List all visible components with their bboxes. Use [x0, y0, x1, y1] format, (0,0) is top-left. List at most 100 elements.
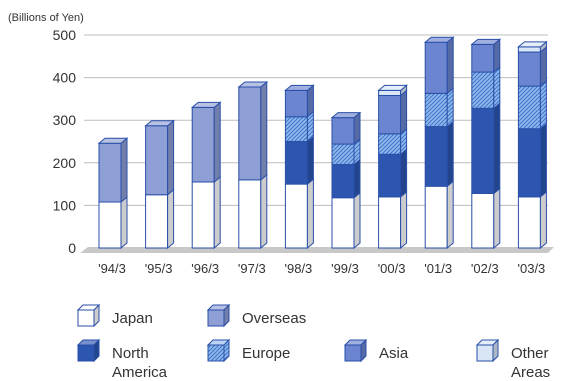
bar-stack — [97, 137, 129, 250]
legend-item-na: North America — [76, 338, 168, 381]
bar-top — [377, 84, 408, 91]
bar-side-europe — [446, 87, 454, 128]
x-tick-label: '01/3 — [424, 261, 452, 276]
unit-label: (Billions of Yen) — [8, 12, 84, 24]
bar-segment-other — [378, 89, 402, 96]
bar-side-na — [446, 120, 454, 188]
bar-segment-japan — [98, 201, 122, 249]
y-tick-label: 100 — [53, 197, 77, 213]
legend-label: North — [112, 345, 149, 362]
legend-item-asia: Asia — [343, 338, 409, 363]
bar-segment-japan — [471, 192, 495, 249]
bar-side-overseas — [120, 137, 128, 204]
y-tick-label: 200 — [53, 155, 77, 171]
bar-segment-japan — [331, 197, 355, 249]
bar-segment-overseas — [191, 106, 215, 183]
bar-segment-overseas — [145, 125, 169, 196]
bar-stack — [330, 111, 362, 250]
bar-side-na — [400, 148, 408, 198]
bar-segment-europe — [517, 85, 541, 130]
bar-segment-japan — [517, 196, 541, 249]
bar-stack — [470, 38, 502, 250]
y-tick-label: 400 — [53, 70, 77, 86]
x-tick-label: '02/3 — [471, 261, 499, 276]
bar-side-japan — [213, 175, 221, 250]
bar-segment-europe — [331, 143, 355, 166]
bars — [97, 36, 548, 250]
bar-segment-na — [331, 164, 355, 199]
bar-segment-europe — [424, 92, 448, 128]
bar-segment-japan — [424, 185, 448, 249]
legend-item-japan: Japan — [76, 303, 153, 328]
y-tick-label: 500 — [53, 27, 77, 43]
legend-swatch-other — [475, 338, 500, 363]
bar-side-japan — [260, 173, 268, 250]
bar-segment-na — [471, 107, 495, 194]
y-axis: 0 100 200 300 400 500 — [53, 27, 77, 256]
bar-segment-na — [284, 141, 308, 185]
bar-side-japan — [167, 188, 175, 250]
bar-segment-asia — [284, 89, 308, 118]
legend-swatch-japan — [76, 303, 101, 328]
x-tick-label: '96/3 — [191, 261, 219, 276]
bar-stack — [144, 119, 175, 250]
legend-item-europe: Europe — [206, 338, 290, 363]
y-tick-label: 300 — [53, 112, 77, 128]
bar-side-europe — [539, 80, 547, 130]
bar-segment-asia — [331, 117, 355, 145]
legend-label: Other — [511, 345, 549, 362]
bar-top — [144, 120, 175, 127]
legend-swatch-na — [76, 338, 101, 363]
x-axis: '94/3 '95/3 '96/3 '97/3 '98/3 '99/3 '00/3 '01/3… — [98, 261, 545, 276]
bar-segment-asia — [378, 94, 402, 135]
bar-side-overseas — [167, 119, 175, 196]
x-tick-label: '98/3 — [285, 261, 313, 276]
bar-segment-japan — [145, 194, 169, 249]
bar-segment-overseas — [98, 142, 122, 203]
bar-segment-na — [517, 128, 541, 198]
bar-side-japan — [306, 178, 314, 250]
bar-top — [97, 137, 129, 144]
x-tick-label: '99/3 — [331, 261, 359, 276]
x-tick-label: '94/3 — [98, 261, 126, 276]
legend: Japan Overseas North America Europe Asia Other… — [76, 303, 550, 381]
bar-segment-europe — [284, 116, 308, 142]
bar-side-japan — [400, 190, 408, 250]
bar-side-asia — [446, 36, 454, 95]
bar-segment-japan — [378, 196, 402, 249]
bar-top — [423, 36, 455, 43]
legend-item-overseas: Overseas — [206, 303, 306, 328]
bar-side-overseas — [260, 80, 268, 181]
bar-segment-europe — [471, 71, 495, 109]
bar-top — [470, 38, 502, 45]
bar-side-japan — [493, 187, 501, 250]
bar-side-na — [306, 135, 314, 186]
bar-side-europe — [493, 65, 501, 110]
bar-stack — [284, 84, 315, 250]
bar-segment-asia — [471, 43, 495, 73]
legend-swatch-europe — [206, 338, 231, 363]
legend-swatch-overseas — [206, 303, 231, 328]
bar-stack — [190, 101, 222, 250]
legend-label: America — [112, 364, 168, 381]
bar-side-na — [493, 102, 501, 195]
bar-side-asia — [493, 38, 501, 74]
x-tick-label: '95/3 — [145, 261, 173, 276]
x-tick-label: '03/3 — [518, 261, 546, 276]
bar-stack — [377, 84, 408, 250]
x-tick-label: '00/3 — [378, 261, 406, 276]
bar-stack — [423, 36, 455, 250]
bar-side-na — [353, 158, 361, 199]
bar-top — [237, 81, 269, 88]
bar-segment-asia — [517, 51, 541, 87]
bar-top — [284, 84, 315, 91]
bar-stack — [237, 80, 269, 250]
bar-side-japan — [353, 191, 361, 250]
bar-side-japan — [120, 195, 128, 250]
bar-segment-na — [378, 153, 402, 198]
bar-segment-overseas — [238, 86, 262, 181]
bar-segment-japan — [284, 183, 308, 249]
bar-side-asia — [539, 45, 547, 88]
bar-segment-asia — [424, 41, 448, 94]
